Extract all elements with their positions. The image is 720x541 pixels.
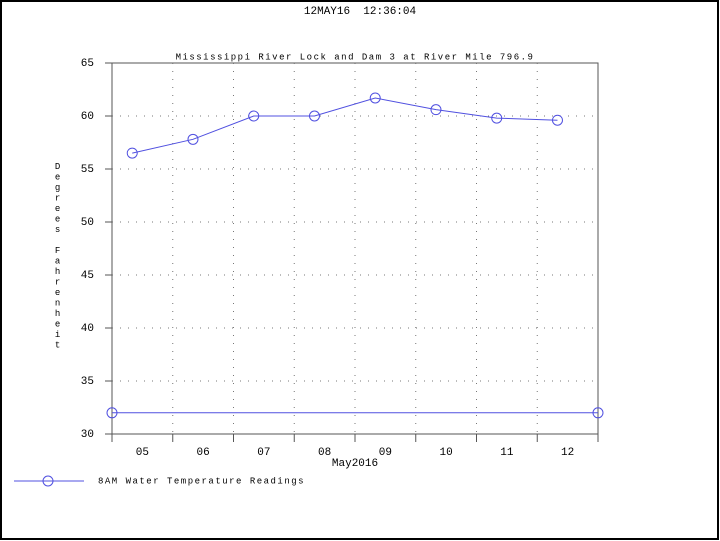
x-axis-label: May2016 [332, 458, 378, 470]
data-point [491, 112, 503, 124]
y-tick-label: 60 [81, 111, 94, 123]
y-axis-label: Degrees Fahrenheit [53, 162, 63, 351]
y-tick-label: 35 [81, 376, 94, 388]
y-tick-label: 50 [81, 217, 94, 229]
data-point [430, 104, 442, 116]
header: 12MAY16 12:36:04 [304, 6, 417, 18]
data-point [248, 110, 260, 122]
x-tick-label: 09 [379, 447, 392, 459]
reference-marker [592, 407, 604, 419]
data-point [126, 147, 138, 159]
chart-title: Mississippi River Lock and Dam 3 at Rive… [176, 52, 535, 62]
data-point [369, 92, 381, 104]
x-tick-label: 11 [500, 447, 514, 459]
series-line [132, 97, 558, 154]
x-tick-label: 05 [136, 447, 149, 459]
y-tick-label: 30 [81, 429, 94, 441]
y-tick-label: 65 [81, 58, 94, 70]
y-tick-label: 55 [81, 164, 94, 176]
x-tick-label: 08 [318, 447, 331, 459]
y-tick-label: 45 [81, 270, 94, 282]
x-tick-label: 06 [197, 447, 210, 459]
reference-marker [106, 407, 118, 419]
y-tick-label: 40 [81, 323, 94, 335]
x-tick-label: 07 [257, 447, 270, 459]
legend-marker [42, 475, 54, 487]
legend-label: 8AM Water Temperature Readings [98, 476, 305, 486]
data-point [187, 133, 199, 145]
data-point [551, 114, 563, 126]
x-tick-label: 12 [561, 447, 574, 459]
x-tick-label: 10 [440, 447, 453, 459]
data-point [308, 110, 320, 122]
